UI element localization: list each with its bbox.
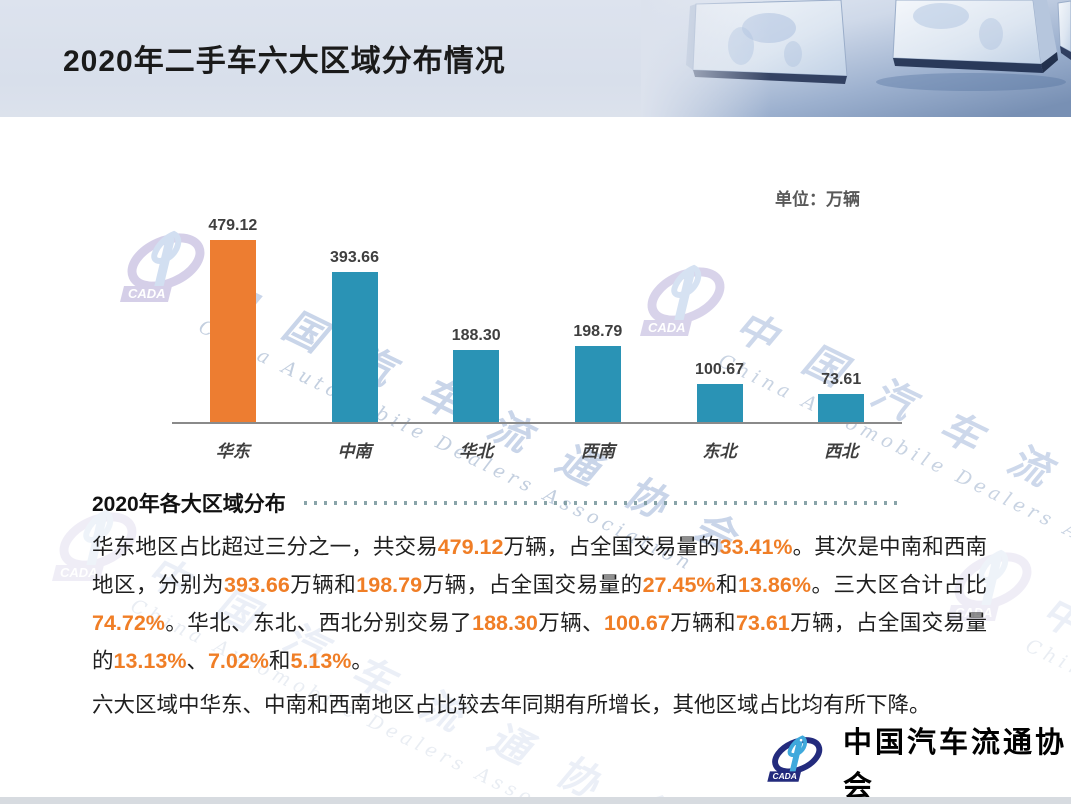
bar-value-label: 479.12: [208, 216, 258, 234]
bar-value-label: 198.79: [573, 323, 623, 341]
bar-column: 100.67: [659, 361, 781, 422]
body-text-segment: 万辆，占全国交易量的: [422, 573, 643, 597]
stat-highlight: 27.45%: [642, 573, 716, 597]
bar-value-label: 100.67: [695, 360, 744, 378]
section-header: 2020年各大区域分布: [92, 488, 901, 518]
bar-chart: 479.12 393.66 188.30 198.79 100.67 73.61 华东 中南…: [172, 207, 902, 462]
body-text-segment: 万辆和: [669, 611, 736, 635]
body-text-segment: 。: [351, 649, 373, 673]
bar-column: 393.66: [294, 249, 416, 422]
bar-column: 198.79: [537, 323, 659, 422]
footer-org-name-cn: 中国汽车流通协会: [843, 725, 1068, 803]
bar: [696, 383, 743, 422]
stat-highlight: 33.41%: [719, 535, 793, 559]
dotted-divider: [303, 501, 901, 505]
body-text-segment: 。其次是中南和西南地区，分别为: [92, 535, 987, 597]
stat-highlight: 393.66: [224, 573, 290, 597]
stat-highlight: 13.13%: [113, 649, 187, 673]
bar: [331, 272, 378, 422]
bar-value-label: 188.30: [451, 327, 501, 345]
stat-highlight: 73.61: [735, 611, 790, 635]
body-text-segment: 和: [268, 649, 291, 673]
bar-column: 479.12: [172, 217, 294, 422]
category-label: 东北: [702, 442, 737, 462]
body-text-segment: 。华北、东北、西北分别交易了: [164, 611, 473, 635]
main-content: 单位：万辆 479.12 393.66 188.30 198.79 100.67 73.6…: [0, 185, 1071, 724]
bar: [574, 346, 621, 422]
bar-value-label: 393.66: [330, 249, 379, 267]
chart-plot-area: 479.12 393.66 188.30 198.79 100.67 73.61: [172, 207, 902, 424]
category-label: 华北: [459, 442, 494, 462]
stat-highlight: 479.12: [437, 535, 504, 559]
bottom-strip: [0, 797, 1071, 804]
body-text-segment: 万辆和: [289, 573, 357, 597]
bar-column: 188.30: [415, 327, 537, 422]
paragraph-region-stats: 华东地区占比超过三分之一，共交易479.12万辆，占全国交易量的33.41%。其…: [92, 528, 987, 680]
bar-value-label: 73.61: [821, 371, 862, 389]
category-label: 西北: [824, 442, 859, 462]
bar: [818, 394, 865, 422]
body-text-segment: 。三大区合计占比: [810, 573, 987, 597]
cada-logo-icon: CADA: [767, 735, 823, 782]
category-label: 西南: [580, 442, 615, 462]
body-text-segment: 万辆、: [537, 611, 605, 635]
header: 2020年二手车六大区域分布情况: [0, 0, 1071, 117]
stat-highlight: 188.30: [472, 611, 538, 635]
bar-column: 73.61: [780, 371, 902, 422]
header-cubes-graphic: [641, 0, 1071, 117]
bar: [453, 350, 500, 422]
svg-text:CADA: CADA: [773, 771, 797, 781]
body-text-segment: 万辆，占全国交易量的: [92, 611, 987, 673]
bar: [209, 239, 256, 422]
section-title: 2020年各大区域分布: [92, 493, 286, 516]
page-title: 2020年二手车六大区域分布情况: [63, 45, 506, 78]
body-text-segment: 华东地区占比超过三分之一，共交易: [92, 535, 438, 559]
category-label: 中南: [337, 442, 372, 462]
stat-highlight: 5.13%: [290, 649, 352, 673]
category-label: 华东: [215, 442, 250, 462]
chart-unit-label: 单位：万辆: [775, 190, 860, 209]
stat-highlight: 198.79: [356, 573, 423, 597]
chart-category-axis: 华东 中南 华北 西南 东北 西北: [172, 424, 902, 462]
paragraph-trend: 六大区域中华东、中南和西南地区占比较去年同期有所增长，其他区域占比均有所下降。: [92, 693, 931, 717]
stat-highlight: 7.02%: [207, 649, 269, 673]
body-text-segment: 和: [715, 573, 739, 597]
footer: CADA 中国汽车流通协会 China Automobile Dealers A…: [766, 720, 1071, 804]
stat-highlight: 100.67: [604, 611, 670, 635]
stat-highlight: 13.86%: [738, 573, 811, 597]
stat-highlight: 74.72%: [92, 611, 165, 635]
body-text-segment: 万辆，占全国交易量的: [503, 535, 720, 559]
body-text-segment: 、: [186, 649, 208, 673]
